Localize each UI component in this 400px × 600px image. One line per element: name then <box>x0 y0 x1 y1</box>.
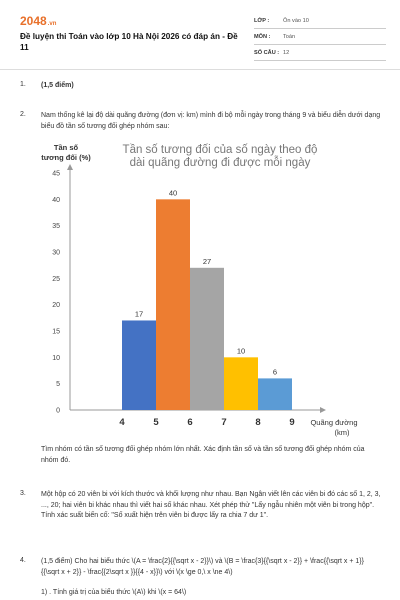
meta-label: LỚP : <box>254 17 270 24</box>
x-axis-label-line: Quãng đường <box>310 418 357 427</box>
y-tick-label: 30 <box>52 250 60 257</box>
meta-value: Ôn vào 10 <box>283 17 309 24</box>
chart-title-line: Tần số tương đối của số ngày theo độ <box>123 144 318 156</box>
histogram-bar <box>190 267 224 410</box>
bar-value-label: 10 <box>237 346 245 355</box>
site-logo[interactable]: 2048.vn <box>20 14 56 28</box>
y-tick-label: 25 <box>52 276 60 283</box>
bar-value-label: 27 <box>203 257 211 266</box>
y-axis-label-line: tương đối (%) <box>41 153 91 162</box>
histogram-bar <box>122 320 156 410</box>
histogram-bar <box>258 378 292 410</box>
bar-value-label: 17 <box>135 309 143 318</box>
x-tick-label: 4 <box>119 417 125 428</box>
y-tick-label: 0 <box>56 408 60 415</box>
meta-value: Toán <box>283 33 296 40</box>
y-tick-label: 5 <box>56 381 60 388</box>
question-number: 2. <box>20 111 26 118</box>
question-subtext: 1) . Tính giá trị của biểu thức \(A\) kh… <box>41 589 187 596</box>
meta-row-class: LỚP : Ôn vào 10 <box>254 13 386 29</box>
question-number: 4. <box>20 557 26 564</box>
logo-tld: .vn <box>47 21 57 27</box>
x-tick-label: 6 <box>187 417 192 428</box>
x-axis-arrow <box>320 407 326 413</box>
meta-label: MÔN : <box>254 33 271 40</box>
question-followup-text: Tìm nhóm có tần số tương đối ghép nhóm l… <box>41 446 365 464</box>
histogram-bar <box>224 357 258 410</box>
y-tick-label: 40 <box>52 197 60 204</box>
y-axis-label-line: Tần số <box>54 143 79 152</box>
y-tick-label: 20 <box>52 302 60 309</box>
x-tick-label: 7 <box>221 417 226 428</box>
y-tick-label: 45 <box>52 171 60 178</box>
y-axis-arrow <box>67 164 73 170</box>
chart-title-line: dài quãng đường đi được mỗi ngày <box>130 156 311 169</box>
question-number: 3. <box>20 490 26 497</box>
x-axis-label-line: (km) <box>335 428 350 437</box>
question-text: Một hộp có 20 viên bi với kích thước và … <box>41 491 381 519</box>
logo-text: 2048 <box>20 14 47 28</box>
y-tick-label: 10 <box>52 355 60 362</box>
x-tick-label: 9 <box>289 417 294 428</box>
histogram-bar <box>156 199 190 410</box>
chart-container: Tần số tương đối của số ngày theo độ dài … <box>32 140 372 440</box>
meta-value: 12 <box>283 49 290 56</box>
bar-value-label: 40 <box>169 188 177 197</box>
bar-value-label: 6 <box>273 367 277 376</box>
meta-panel: LỚP : Ôn vào 10 MÔN : Toán SỐ CÂU : 12 <box>254 13 386 61</box>
document-title: Đề luyện thi Toán vào lớp 10 Hà Nội 2026… <box>20 32 238 52</box>
question-text: Nam thống kê lại độ dài quãng đường (đơn… <box>41 112 381 130</box>
y-tick-label: 15 <box>52 329 60 336</box>
question-number: 1. <box>20 81 26 88</box>
header-divider <box>0 69 400 70</box>
y-tick-label: 35 <box>52 223 60 230</box>
meta-row-subject: MÔN : Toán <box>254 29 386 45</box>
x-tick-label: 5 <box>153 417 159 428</box>
meta-label: SỐ CÂU : <box>254 49 280 56</box>
histogram-chart: Tần số tương đối của số ngày theo độdài … <box>41 143 357 437</box>
question-text: (1,5 điểm) Cho hai biểu thức \(A = \frac… <box>41 558 364 576</box>
meta-row-count: SỐ CÂU : 12 <box>254 45 386 61</box>
x-tick-label: 8 <box>255 417 260 428</box>
question-text: (1,5 điểm) <box>41 82 74 89</box>
